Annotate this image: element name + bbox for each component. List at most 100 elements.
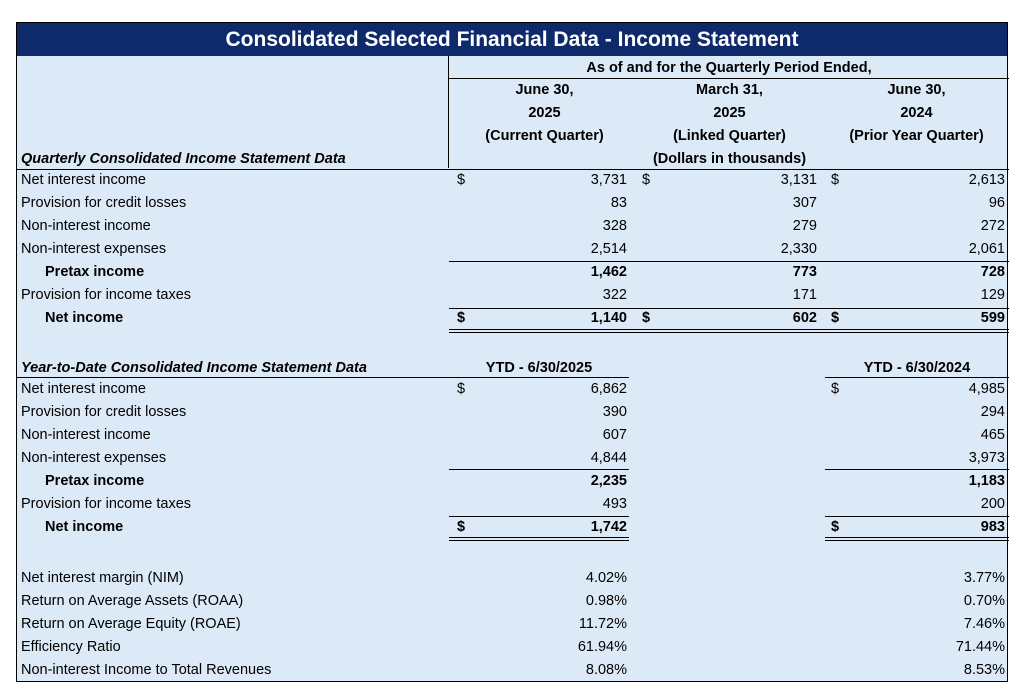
ratio-value-ytd-2024: 71.44% — [955, 639, 1005, 655]
ytd-header-rule-right — [825, 377, 1009, 378]
row-value-linked-quarter: 2,330 — [780, 241, 817, 257]
row-value-ytd-2025: 493 — [602, 496, 627, 512]
row-value-current-quarter: 3,731 — [590, 172, 627, 188]
row-label: Provision for credit losses — [21, 195, 187, 211]
row-label: Non-interest income — [21, 427, 151, 443]
currency-symbol: $ — [457, 310, 466, 326]
row-value-current-quarter: 1,140 — [590, 310, 627, 326]
row-value-prior-year-quarter: 728 — [980, 264, 1005, 280]
ratio-value-ytd-2025: 61.94% — [577, 639, 627, 655]
row-label: Pretax income — [45, 264, 145, 280]
ytd-net-rule-left — [449, 516, 629, 517]
row-label: Non-interest expenses — [21, 450, 167, 466]
row-value-current-quarter: 2,514 — [590, 241, 627, 257]
ytd-header-rule-left — [17, 377, 629, 378]
row-value-ytd-2025: 6,862 — [590, 381, 627, 397]
row-value-ytd-2025: 607 — [602, 427, 627, 443]
q-net-double-rule — [449, 329, 1009, 333]
financial-table: Consolidated Selected Financial Data - I… — [16, 22, 1009, 682]
row-value-linked-quarter: 307 — [792, 195, 817, 211]
row-label: Non-interest income — [21, 218, 151, 234]
row-value-linked-quarter: 171 — [792, 287, 817, 303]
row-label: Provision for income taxes — [21, 496, 192, 512]
col2-line1: March 31, — [696, 82, 763, 98]
row-value-linked-quarter: 773 — [792, 264, 817, 280]
row-value-current-quarter: 322 — [602, 287, 627, 303]
ytd-col3-header: YTD - 6/30/2024 — [863, 360, 971, 376]
currency-symbol: $ — [831, 381, 840, 397]
col1-line1: June 30, — [515, 82, 574, 98]
ratio-value-ytd-2025: 11.72% — [578, 616, 627, 632]
units-note: (Dollars in thousands) — [652, 151, 807, 167]
row-value-ytd-2024: 1,183 — [968, 473, 1005, 489]
row-value-current-quarter: 1,462 — [590, 264, 627, 280]
q-net-rule — [449, 308, 1009, 309]
ratio-value-ytd-2025: 0.98% — [585, 593, 627, 609]
row-value-linked-quarter: 279 — [792, 218, 817, 234]
row-value-linked-quarter: 3,131 — [780, 172, 817, 188]
row-label: Non-interest expenses — [21, 241, 167, 257]
ytd-section-heading: Year-to-Date Consolidated Income Stateme… — [21, 360, 367, 376]
table-title: Consolidated Selected Financial Data - I… — [17, 23, 1007, 56]
ratio-value-ytd-2024: 7.46% — [963, 616, 1005, 632]
row-value-prior-year-quarter: 96 — [988, 195, 1005, 211]
row-label: Pretax income — [45, 473, 145, 489]
q-pretax-rule — [449, 261, 1009, 262]
col3-line3: (Prior Year Quarter) — [849, 128, 984, 144]
row-value-ytd-2025: 4,844 — [590, 450, 627, 466]
ratio-value-ytd-2025: 8.08% — [585, 662, 627, 678]
currency-symbol: $ — [831, 310, 840, 326]
currency-symbol: $ — [457, 172, 466, 188]
row-label: Net interest income — [21, 172, 146, 188]
row-value-ytd-2025: 390 — [602, 404, 627, 420]
col3-line1: June 30, — [887, 82, 946, 98]
row-value-ytd-2024: 4,985 — [968, 381, 1005, 397]
ratio-label: Return on Average Equity (ROAE) — [21, 616, 241, 632]
header-divider — [448, 56, 449, 168]
row-label: Net income — [45, 519, 124, 535]
currency-symbol: $ — [831, 519, 840, 535]
ratio-value-ytd-2024: 8.53% — [963, 662, 1005, 678]
ytd-pretax-rule-left — [449, 469, 629, 470]
ratio-value-ytd-2025: 4.02% — [585, 570, 627, 586]
row-label: Net interest income — [21, 381, 146, 397]
row-label: Net income — [45, 310, 124, 326]
col1-line3: (Current Quarter) — [485, 128, 604, 144]
row-value-ytd-2025: 1,742 — [590, 519, 627, 535]
header-bottom-rule — [17, 169, 1009, 170]
row-value-ytd-2024: 983 — [980, 519, 1005, 535]
row-value-prior-year-quarter: 599 — [980, 310, 1005, 326]
col2-line2: 2025 — [713, 105, 746, 121]
row-value-current-quarter: 83 — [610, 195, 627, 211]
row-value-ytd-2024: 465 — [980, 427, 1005, 443]
col2-line3: (Linked Quarter) — [673, 128, 786, 144]
currency-symbol: $ — [831, 172, 840, 188]
row-value-prior-year-quarter: 2,613 — [968, 172, 1005, 188]
row-label: Provision for credit losses — [21, 404, 187, 420]
currency-symbol: $ — [457, 519, 466, 535]
ratio-label: Net interest margin (NIM) — [21, 570, 184, 586]
super-header-rule — [448, 78, 1009, 79]
ratio-label: Non-interest Income to Total Revenues — [21, 662, 272, 678]
col3-line2: 2024 — [900, 105, 933, 121]
row-value-prior-year-quarter: 2,061 — [968, 241, 1005, 257]
row-value-ytd-2025: 2,235 — [590, 473, 627, 489]
row-value-current-quarter: 328 — [602, 218, 627, 234]
row-value-prior-year-quarter: 272 — [980, 218, 1005, 234]
row-value-ytd-2024: 294 — [980, 404, 1005, 420]
ratio-label: Return on Average Assets (ROAA) — [21, 593, 244, 609]
ytd-net-double-rule-right — [825, 537, 1009, 541]
ytd-pretax-rule-right — [825, 469, 1009, 470]
period-super-header: As of and for the Quarterly Period Ended… — [586, 60, 872, 76]
ytd-col1-header: YTD - 6/30/2025 — [485, 360, 593, 376]
ratio-value-ytd-2024: 3.77% — [963, 570, 1005, 586]
ytd-net-double-rule-left — [449, 537, 629, 541]
col1-line2: 2025 — [528, 105, 561, 121]
row-value-linked-quarter: 602 — [792, 310, 817, 326]
quarterly-section-heading: Quarterly Consolidated Income Statement … — [21, 151, 346, 167]
row-value-prior-year-quarter: 129 — [980, 287, 1005, 303]
currency-symbol: $ — [642, 172, 651, 188]
currency-symbol: $ — [457, 381, 466, 397]
ytd-net-rule-right — [825, 516, 1009, 517]
currency-symbol: $ — [642, 310, 651, 326]
